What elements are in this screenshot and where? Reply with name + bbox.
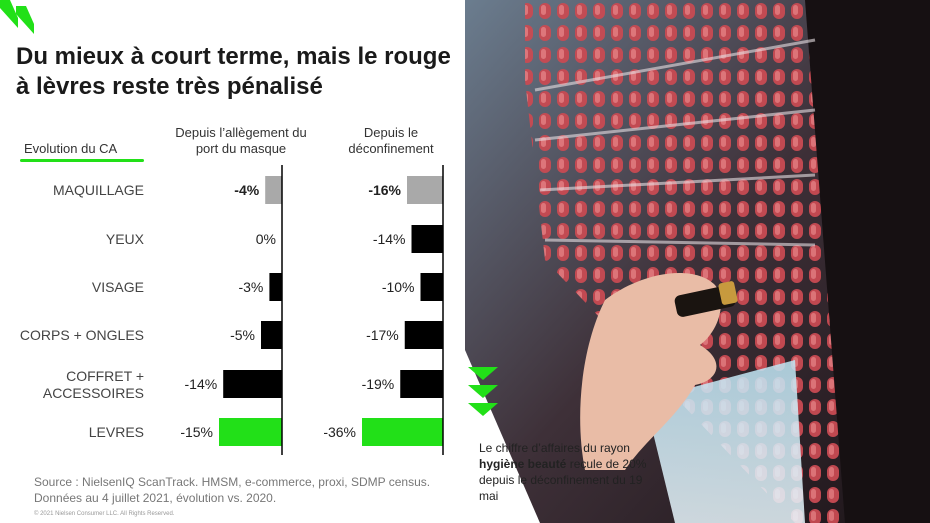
- category-label: VISAGE: [92, 279, 144, 295]
- note-text-2: recule de 20% depuis le déconfinement du…: [479, 457, 647, 503]
- down-arrows-icon: [468, 367, 498, 416]
- bar: [420, 273, 443, 301]
- note-text-1: Le chiffre d’affaires du rayon: [479, 441, 630, 455]
- category-label: LEVRES: [89, 424, 144, 440]
- legend-underline: [20, 159, 144, 162]
- note-highlight: hygiène beauté: [479, 457, 567, 471]
- bar-chart: MAQUILLAGE YEUX VISAGE CORPS + ONGLES COFFRE…: [20, 165, 444, 455]
- category-label: COFFRET + ACCESSOIRES: [43, 368, 144, 401]
- lipstick-shelf-image: [465, 0, 930, 523]
- beauty-note: Le chiffre d’affaires du rayon hygiène b…: [479, 440, 659, 504]
- bar: [362, 418, 443, 446]
- page-title: Du mieux à court terme, mais le rouge à …: [16, 43, 451, 100]
- category-label: MAQUILLAGE: [53, 182, 144, 198]
- data-label: -15%: [180, 424, 213, 440]
- data-label: -14%: [373, 231, 406, 247]
- data-label: -19%: [362, 376, 395, 392]
- bar: [261, 321, 282, 349]
- column-header-deconfinement: Depuis le déconfinement: [348, 125, 434, 156]
- data-label: -10%: [382, 279, 415, 295]
- bar: [219, 418, 282, 446]
- bar: [265, 176, 282, 204]
- data-label: -4%: [234, 182, 259, 198]
- bar: [223, 370, 282, 398]
- cosmetics-photo: [465, 0, 930, 523]
- copyright: © 2021 Nielsen Consumer LLC. All Rights …: [34, 511, 175, 517]
- column-header-masque: Depuis l’allègement du port du masque: [175, 125, 307, 156]
- data-label: 0%: [256, 231, 276, 247]
- data-label: -14%: [185, 376, 218, 392]
- category-label: YEUX: [106, 231, 145, 247]
- chart-panel: Du mieux à court terme, mais le rouge à …: [0, 0, 451, 517]
- legend-label: Evolution du CA: [24, 141, 118, 156]
- brand-logo-icon: [0, 0, 34, 34]
- source-note: Source : NielsenIQ ScanTrack. HMSM, e-co…: [34, 475, 431, 505]
- bar: [269, 273, 282, 301]
- bar: [404, 321, 443, 349]
- data-label: -16%: [368, 182, 401, 198]
- data-label: -5%: [230, 327, 255, 343]
- bar: [407, 176, 443, 204]
- data-label: -3%: [238, 279, 263, 295]
- data-label: -17%: [366, 327, 399, 343]
- category-label: CORPS + ONGLES: [20, 327, 144, 343]
- bar: [411, 225, 443, 253]
- data-label: -36%: [323, 424, 356, 440]
- bar: [400, 370, 443, 398]
